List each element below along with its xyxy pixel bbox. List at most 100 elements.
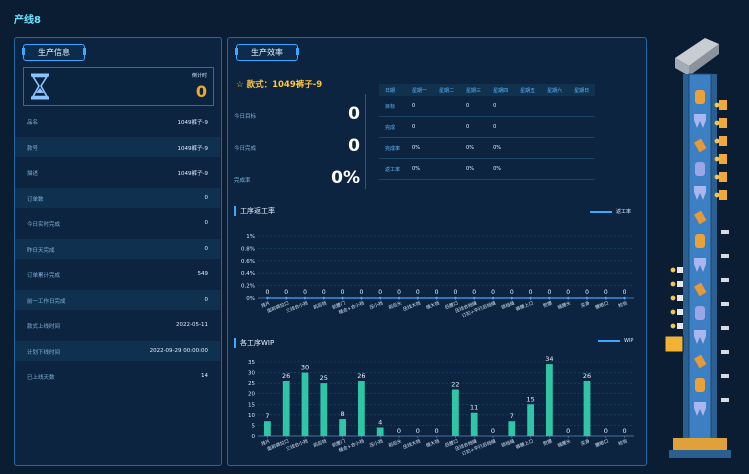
station-icon: [670, 267, 676, 273]
data-label: 0: [397, 289, 401, 296]
y-tick-label: 30: [248, 371, 255, 377]
x-tick-label: 检验: [617, 299, 629, 309]
data-label: 0: [566, 427, 570, 435]
info-value: 1049裤子-9: [177, 171, 208, 177]
x-tick-label: 后腰口: [444, 437, 460, 449]
table-cell: [514, 137, 542, 159]
x-tick-label: 前腰门: [331, 437, 347, 449]
conveyor-roof: [675, 38, 719, 76]
station-icon: [721, 254, 729, 258]
info-row: 款式上线时间 2022-05-11: [15, 315, 220, 335]
info-key: 品名: [27, 120, 39, 126]
station-icon: [714, 174, 720, 180]
rework-chart-title: 工序返工率: [234, 206, 275, 216]
data-label: 0: [303, 289, 307, 296]
data-label: 0: [529, 289, 533, 296]
countdown-value: 0: [195, 82, 207, 101]
hourglass-icon: [31, 73, 49, 100]
data-label: 7: [265, 412, 269, 420]
garment-icon: [695, 234, 705, 248]
station-icon: [670, 295, 676, 301]
x-tick-label: 缝大裆: [425, 299, 441, 311]
station-icon: [719, 100, 727, 110]
data-label: 0: [566, 289, 570, 296]
kpi-value: 0: [348, 136, 360, 156]
x-tick-label: 买身: [580, 299, 592, 309]
data-point: [266, 296, 269, 300]
data-label: 0: [284, 289, 288, 296]
table-cell: 完成: [379, 116, 407, 138]
table-cell: [514, 158, 542, 180]
x-tick-label: 腰眼口: [595, 438, 610, 449]
station-icon: [670, 281, 676, 287]
data-label: 11: [470, 404, 478, 412]
garment-icon: [695, 162, 705, 176]
data-point: [379, 296, 382, 300]
info-row: 昨日天完成 0: [15, 238, 220, 259]
data-label: 0: [510, 289, 514, 296]
data-label: 26: [282, 372, 290, 380]
data-label: 0: [416, 289, 420, 296]
table-header: 星期四: [487, 84, 515, 96]
info-value: 0: [204, 245, 209, 252]
y-tick-label: 1%: [246, 234, 255, 240]
x-tick-label: 挂片: [260, 299, 272, 309]
x-tick-label: 买身: [580, 437, 592, 447]
info-key: 今日实时完成: [27, 222, 61, 228]
table-cell: 0%: [406, 137, 434, 159]
data-point: [303, 296, 307, 300]
bar: [583, 381, 591, 436]
garment-icon: [695, 90, 705, 104]
y-tick-label: 0%: [246, 296, 255, 302]
station-icon: [714, 156, 720, 162]
bar: [452, 389, 459, 436]
x-tick-label: 锁裆缝: [500, 299, 516, 311]
table-cell: [514, 116, 542, 138]
legend-label: 返工率: [616, 209, 632, 215]
data-label: 26: [357, 372, 365, 380]
garment-icon: [694, 402, 706, 416]
data-point: [491, 296, 495, 300]
station-icon: [714, 102, 720, 108]
data-label: 0: [265, 289, 269, 296]
station-icon: [677, 323, 683, 329]
x-tick-label: 检验: [617, 437, 629, 447]
data-label: 0: [472, 289, 476, 296]
table-cell: 0: [460, 116, 488, 138]
x-tick-label: 熨腰: [542, 299, 554, 309]
production-line-illustration: [664, 38, 731, 458]
data-point: [623, 296, 626, 300]
kpi-value: 0: [348, 104, 360, 124]
control-box: [664, 335, 684, 353]
x-tick-label: 腰眼口: [595, 300, 610, 311]
garment-icon: [695, 378, 705, 392]
data-point: [416, 296, 419, 300]
table-cell: 0: [406, 116, 434, 138]
info-key: 订单数: [27, 196, 44, 203]
data-point: [397, 296, 401, 300]
info-row: 计划下线时间 2022-09-29 00:00:00: [15, 340, 220, 361]
info-key: 昨日天完成: [27, 247, 55, 254]
x-tick-label: 熨腰: [542, 437, 554, 447]
table-cell: 完成率: [379, 137, 407, 159]
table-row: 完成 0 0 0: [379, 116, 596, 138]
data-point: [473, 296, 476, 300]
y-tick-label: 10: [248, 413, 255, 419]
station-icon: [719, 136, 727, 146]
station-icon: [721, 398, 729, 402]
kpi-label: 完成率: [234, 178, 251, 184]
table-header: 星期二: [433, 84, 461, 96]
data-label: 0: [453, 289, 457, 296]
table-header: 星期五: [514, 84, 542, 96]
data-label: 0: [359, 289, 363, 296]
garment-icon: [694, 282, 707, 297]
legend-line-icon: [590, 210, 612, 213]
conveyor-base: [673, 438, 727, 450]
bar: [320, 383, 328, 436]
info-row: 品名 1049裤子-9: [15, 111, 220, 131]
countdown-label: 倒计时: [191, 73, 207, 79]
x-tick-label: 压线大裆: [402, 299, 422, 313]
station-icon: [719, 190, 727, 200]
table-cell: 目标: [379, 96, 407, 117]
data-label: 0: [623, 289, 627, 296]
